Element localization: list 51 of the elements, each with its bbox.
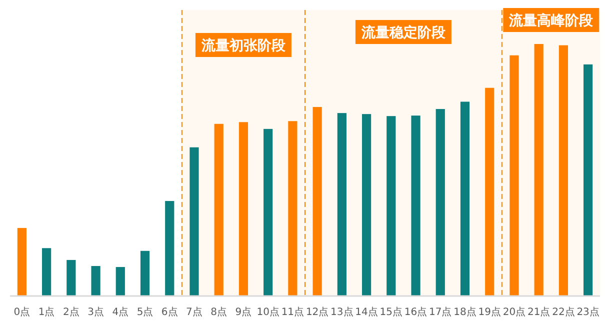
bar: [66, 260, 76, 296]
x-tick-label: 8点: [210, 306, 228, 318]
bar: [362, 114, 372, 296]
x-tick-label: 22点: [552, 306, 575, 318]
bar: [411, 116, 420, 296]
bar: [116, 267, 125, 296]
bar: [534, 44, 544, 296]
x-tick-label: 1点: [38, 306, 55, 318]
bar: [42, 248, 52, 296]
x-tick-label: 6点: [161, 306, 178, 318]
x-tick-label: 18点: [454, 306, 476, 318]
band-label: 流量高峰阶段: [508, 12, 594, 29]
x-tick-label: 13点: [330, 306, 354, 318]
bar: [288, 121, 298, 296]
x-tick-label: 10点: [256, 306, 280, 318]
bar: [312, 107, 322, 296]
bar: [337, 113, 346, 296]
x-tick-label: 7点: [186, 306, 202, 318]
bar: [91, 266, 100, 296]
bar: [238, 122, 248, 296]
x-tick-label: 4点: [112, 306, 129, 318]
bar: [264, 128, 273, 296]
bar: [140, 250, 150, 296]
x-tick-label: 16点: [404, 306, 428, 318]
bar: [558, 45, 568, 296]
x-tick-label: 15点: [380, 306, 403, 318]
bar: [190, 147, 199, 296]
bar: [165, 200, 174, 296]
x-tick-label: 5点: [136, 306, 154, 318]
x-tick-label: 20点: [502, 306, 526, 318]
bar: [460, 102, 470, 296]
bar: [584, 64, 593, 296]
x-tick-label: 12点: [306, 306, 329, 318]
x-tick-label: 11点: [281, 306, 304, 318]
band-label: 流量初张阶段: [200, 37, 286, 54]
x-tick-label: 2点: [62, 306, 80, 318]
x-tick-label: 9点: [235, 306, 252, 318]
x-tick-label: 23点: [576, 306, 600, 318]
bar: [386, 116, 396, 296]
x-tick-label: 14点: [355, 306, 378, 318]
x-tick-label: 17点: [429, 306, 452, 318]
x-tick-label: 0点: [14, 306, 30, 318]
x-tick-label: 21点: [527, 306, 550, 318]
bar: [510, 55, 519, 296]
bar: [214, 124, 224, 296]
bar: [436, 109, 445, 296]
bar: [17, 228, 26, 296]
bar: [485, 88, 494, 296]
x-tick-label: 19点: [478, 306, 501, 318]
x-tick-label: 3点: [88, 306, 104, 318]
band-label: 流量稳定阶段: [360, 24, 446, 41]
